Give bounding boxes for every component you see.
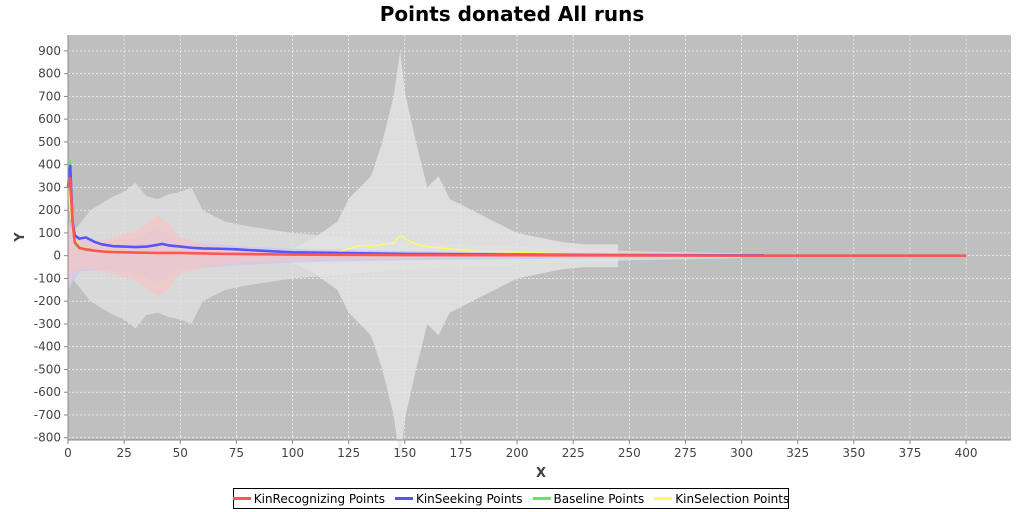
x-tick-label: 225 (562, 446, 585, 460)
x-tick-label: 350 (842, 446, 865, 460)
y-tick-label: 600 (38, 112, 61, 126)
x-tick-label: 250 (618, 446, 641, 460)
y-tick-label: 400 (38, 158, 61, 172)
legend-item: KinSeeking Points (394, 491, 523, 506)
x-tick-label: 400 (955, 446, 978, 460)
y-tick-label: 700 (38, 89, 61, 103)
series-line (66, 164, 765, 257)
y-tick-label: -300 (34, 317, 61, 331)
y-tick-label: 0 (53, 249, 61, 263)
y-tick-label: -600 (34, 385, 61, 399)
x-tick-label: 50 (173, 446, 188, 460)
y-tick-label: 200 (38, 203, 61, 217)
y-tick-label: 800 (38, 67, 61, 81)
series-line (66, 177, 967, 258)
x-tick-label: 325 (786, 446, 809, 460)
y-tick-label: -100 (34, 271, 61, 285)
x-tick-label: 175 (449, 446, 472, 460)
legend-swatch (654, 497, 673, 500)
x-tick-label: 0 (64, 446, 72, 460)
legend-label: KinRecognizing Points (253, 491, 385, 506)
y-tick-label: -400 (34, 340, 61, 354)
x-tick-label: 300 (730, 446, 753, 460)
x-tick-label: 375 (899, 446, 922, 460)
legend-swatch (232, 497, 251, 500)
legend-item: Baseline Points (532, 491, 645, 506)
legend-swatch (532, 497, 551, 500)
axes: 0 25 50 75 100 125 150 175 200 225 250 275 300 325 350… (34, 35, 1011, 460)
legend-item: KinRecognizing Points (232, 491, 385, 506)
chart-title: Points donated All runs (379, 2, 645, 26)
x-tick-label: 275 (674, 446, 697, 460)
legend-item: KinSelection Points (654, 492, 789, 506)
x-axis-label: X (536, 466, 546, 481)
y-tick-label: -200 (34, 294, 61, 308)
y-tick-label: -700 (34, 408, 61, 422)
y-tick-label: 900 (38, 44, 61, 58)
y-tick-label: 300 (38, 180, 61, 194)
x-tick-label: 100 (281, 446, 304, 460)
x-tick-label: 25 (116, 446, 131, 460)
y-axis-label: Y (13, 232, 28, 243)
legend-swatch (394, 497, 413, 500)
y-tick-label: -500 (34, 362, 61, 376)
y-tick-label: -800 (34, 431, 61, 445)
legend-label: KinSelection Points (675, 491, 790, 506)
legend: KinRecognizing Points KinSeeking Points Ba… (232, 488, 789, 509)
legend-label: KinSeeking Points (415, 491, 523, 506)
x-tick-label: 150 (393, 446, 416, 460)
plot-area (66, 35, 1011, 461)
y-tick-label: 500 (38, 135, 61, 149)
legend-label: Baseline Points (553, 491, 645, 506)
x-tick-label: 125 (337, 446, 360, 460)
y-tick-label: 100 (38, 226, 61, 240)
x-tick-label: 200 (506, 446, 529, 460)
x-tick-label: 75 (229, 446, 244, 460)
